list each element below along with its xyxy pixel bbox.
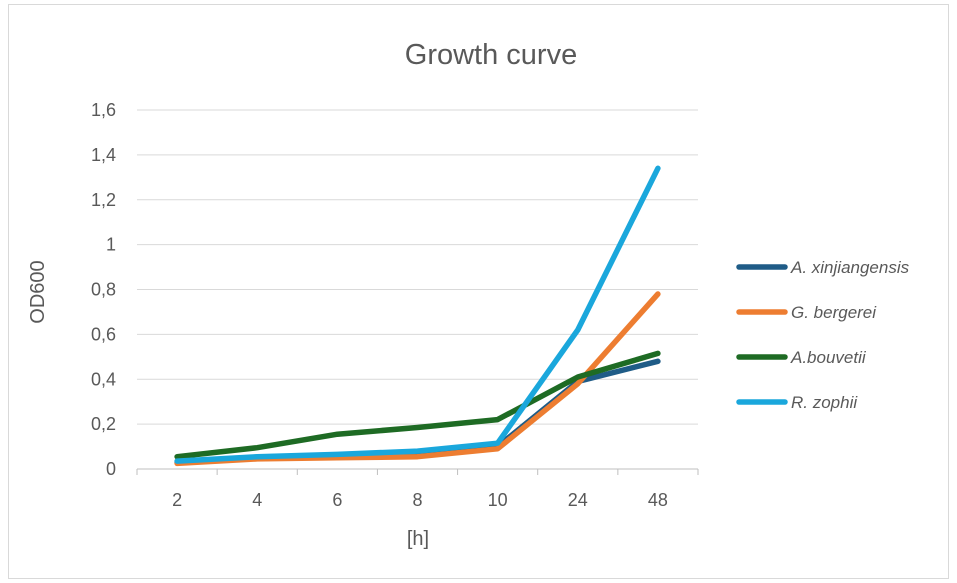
y-tick-label: 0,8 — [91, 280, 116, 300]
legend-label: G. bergerei — [791, 303, 877, 322]
x-tick-label: 4 — [252, 490, 262, 510]
x-axis-title: [h] — [407, 528, 429, 550]
y-tick-label: 1,6 — [91, 100, 116, 120]
y-tick-label: 0,6 — [91, 324, 116, 344]
x-tick-label: 24 — [568, 490, 588, 510]
legend-label: A. xinjiangensis — [790, 258, 910, 277]
legend-label: A.bouvetii — [790, 348, 867, 367]
x-axis-tick-labels: 2 4 6 8 10 24 48 — [172, 490, 668, 510]
series-lines — [174, 165, 661, 467]
x-tick-label: 10 — [488, 490, 508, 510]
gridlines — [137, 109, 698, 425]
y-tick-label: 0 — [106, 459, 116, 479]
x-axis — [136, 468, 699, 475]
y-tick-label: 1,4 — [91, 145, 116, 165]
legend-label: R. zophii — [791, 393, 858, 412]
y-tick-label: 0,2 — [91, 414, 116, 434]
legend: A. xinjiangensis G. bergerei A.bouvetii R. … — [736, 258, 910, 412]
y-tick-label: 1 — [106, 235, 116, 255]
chart-title: Growth curve — [405, 39, 577, 71]
y-tick-label: 1,2 — [91, 190, 116, 210]
x-tick-label: 8 — [412, 490, 422, 510]
y-axis-tick-labels: 0 0,2 0,4 0,6 0,8 1 1,2 1,4 1,6 — [91, 100, 116, 479]
y-tick-label: 0,4 — [91, 369, 116, 389]
x-tick-label: 48 — [648, 490, 668, 510]
x-tick-label: 2 — [172, 490, 182, 510]
x-tick-label: 6 — [332, 490, 342, 510]
y-axis-title: OD600 — [27, 260, 49, 323]
series-line-r-zophii — [174, 165, 661, 464]
series-line-a-bouvetii — [174, 350, 661, 460]
